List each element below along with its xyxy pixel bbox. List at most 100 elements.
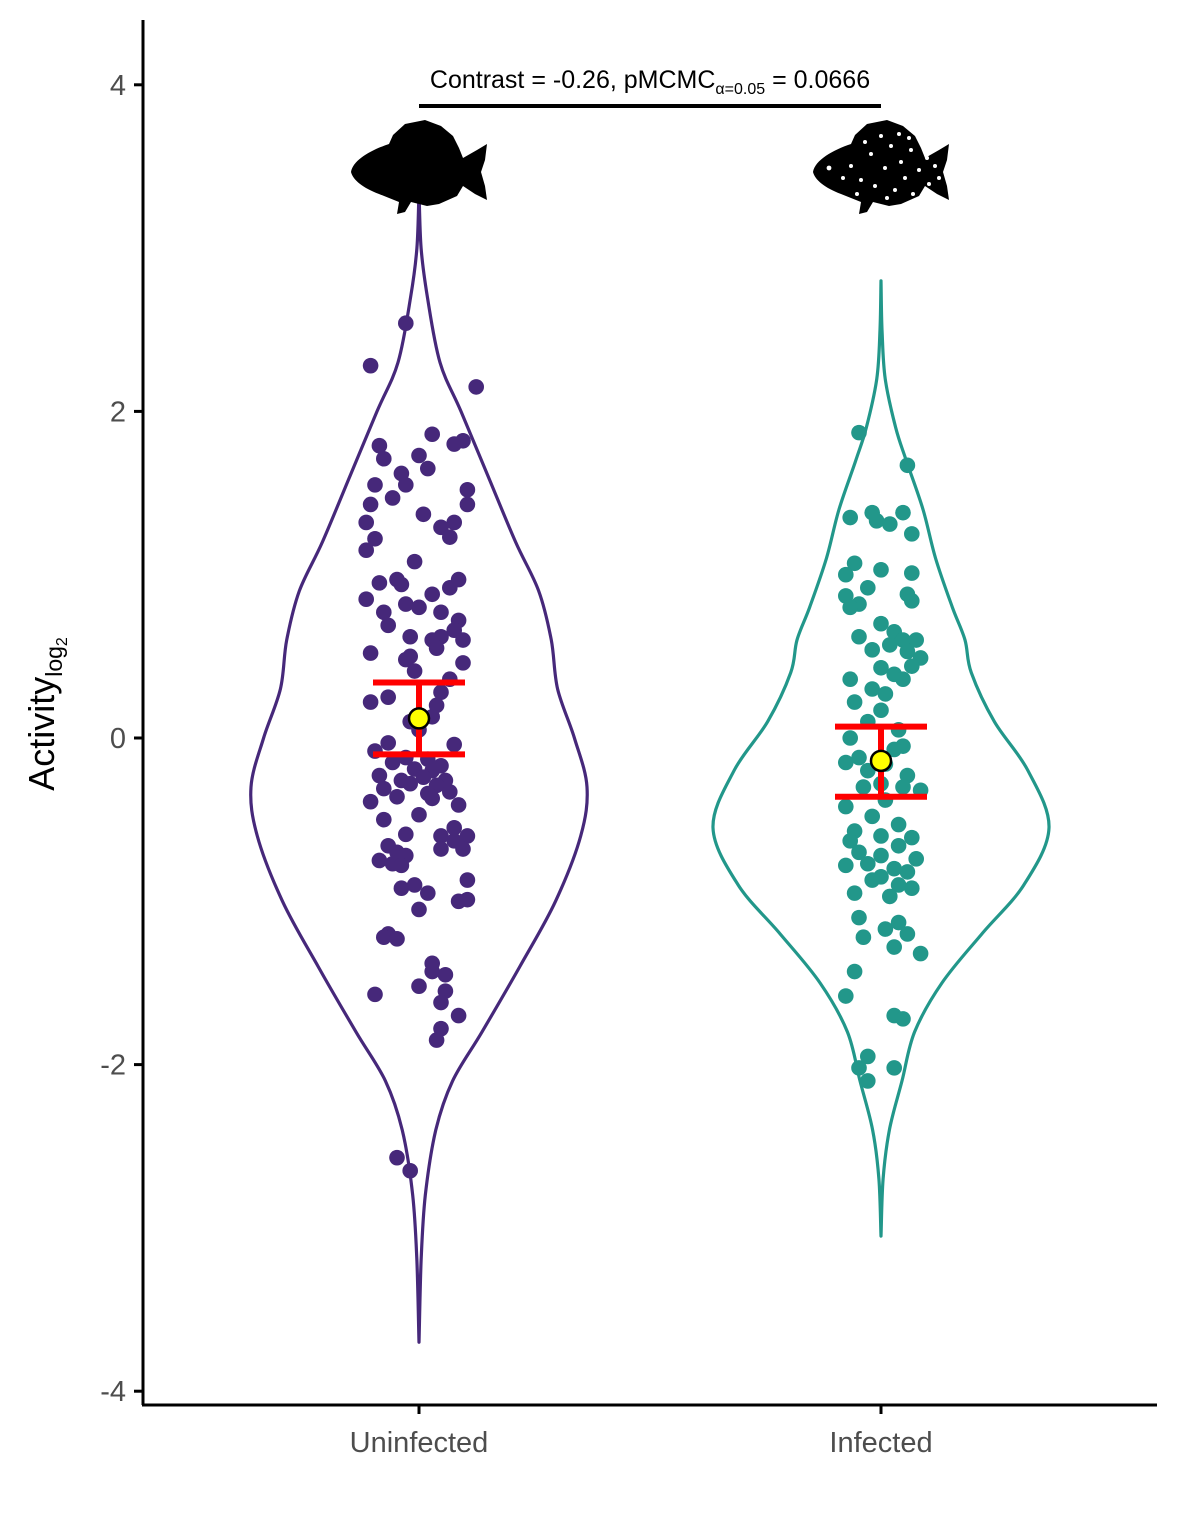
data-point	[455, 632, 471, 648]
data-point	[860, 1073, 876, 1089]
data-point	[398, 315, 414, 332]
data-point	[406, 553, 423, 570]
fish-spot	[859, 178, 863, 182]
data-point	[450, 797, 467, 813]
data-point	[851, 749, 867, 766]
data-point	[455, 655, 471, 671]
data-point	[358, 514, 375, 531]
data-point	[864, 642, 880, 658]
data-point	[908, 632, 924, 648]
fish-spot	[927, 182, 931, 186]
fish-spot	[899, 160, 903, 164]
data-point	[393, 880, 410, 897]
data-point	[420, 885, 436, 901]
data-point	[402, 1162, 419, 1179]
y-axis-title-sub2: 2	[54, 637, 71, 646]
data-point	[873, 828, 889, 844]
data-point	[398, 477, 414, 493]
data-point	[873, 615, 889, 632]
axes-layer	[141, 20, 1157, 1407]
data-point	[899, 864, 916, 880]
y-tick-label: 4	[110, 70, 126, 102]
data-point	[855, 779, 872, 795]
data-point	[895, 1011, 911, 1027]
x-tick-label: Infected	[829, 1427, 932, 1459]
y-axis-title-main: Activity	[21, 677, 62, 791]
data-point	[842, 730, 858, 746]
mean-point	[869, 749, 893, 773]
fish-spot	[879, 134, 883, 138]
data-point	[446, 820, 463, 836]
fish-spot	[909, 148, 913, 152]
fish-spot	[849, 164, 853, 168]
y-tick-label: -4	[100, 1376, 126, 1408]
data-point	[371, 767, 388, 784]
data-point	[908, 851, 924, 867]
data-point	[358, 591, 375, 607]
data-point	[446, 514, 463, 531]
data-point	[904, 565, 920, 581]
data-point	[402, 628, 419, 645]
data-point	[384, 754, 401, 771]
fish-spot	[937, 176, 941, 180]
data-point	[899, 457, 916, 474]
data-point	[446, 736, 463, 753]
data-point	[424, 790, 441, 807]
data-point	[384, 490, 401, 506]
data-point	[838, 798, 854, 815]
data-point	[838, 566, 854, 583]
data-point	[855, 929, 872, 946]
contrast-annotation-prefix: Contrast = -0.26, pMCMC	[430, 66, 716, 94]
data-point	[415, 769, 432, 785]
data-point	[411, 978, 427, 995]
data-point	[877, 686, 894, 702]
annotation-layer: Contrast = -0.26, pMCMCα=0.05 = 0.0666	[419, 66, 881, 109]
y-axis-title-sub: log	[41, 646, 67, 677]
data-point	[442, 784, 458, 800]
data-point	[842, 671, 858, 688]
data-point	[873, 847, 889, 864]
data-point	[904, 658, 920, 674]
data-point	[860, 855, 876, 872]
data-point	[411, 599, 427, 616]
data-point	[380, 689, 397, 705]
data-point	[873, 702, 889, 719]
data-point	[433, 684, 449, 701]
data-point	[376, 450, 392, 467]
summary-layer	[373, 679, 927, 800]
data-point	[433, 841, 449, 857]
data-point	[367, 986, 383, 1003]
data-point	[864, 872, 880, 888]
data-point	[886, 741, 902, 758]
data-point	[406, 663, 423, 679]
data-point	[433, 994, 449, 1011]
data-point	[428, 640, 445, 656]
data-point	[912, 945, 929, 962]
data-point	[459, 481, 476, 498]
data-point	[838, 988, 854, 1004]
y-tick-label: 2	[110, 396, 126, 428]
icons-layer	[351, 120, 949, 214]
data-point	[882, 637, 898, 653]
data-point	[846, 555, 863, 572]
data-point	[376, 811, 392, 828]
data-point	[860, 579, 876, 596]
fish-spot	[885, 196, 889, 200]
data-point	[424, 426, 441, 443]
fish-spot	[841, 176, 845, 180]
sunfish-silhouette-icon	[351, 120, 487, 214]
data-point	[459, 496, 476, 513]
fish-spot	[855, 192, 859, 196]
data-point	[371, 852, 388, 869]
data-point	[367, 477, 383, 493]
data-point	[886, 939, 902, 955]
fish-spot	[907, 136, 911, 140]
data-point	[398, 826, 414, 843]
data-point	[899, 926, 916, 942]
data-point	[455, 432, 471, 449]
data-point	[895, 779, 911, 795]
data-point	[851, 909, 867, 926]
fish-spot	[903, 176, 907, 180]
data-point	[904, 526, 920, 542]
